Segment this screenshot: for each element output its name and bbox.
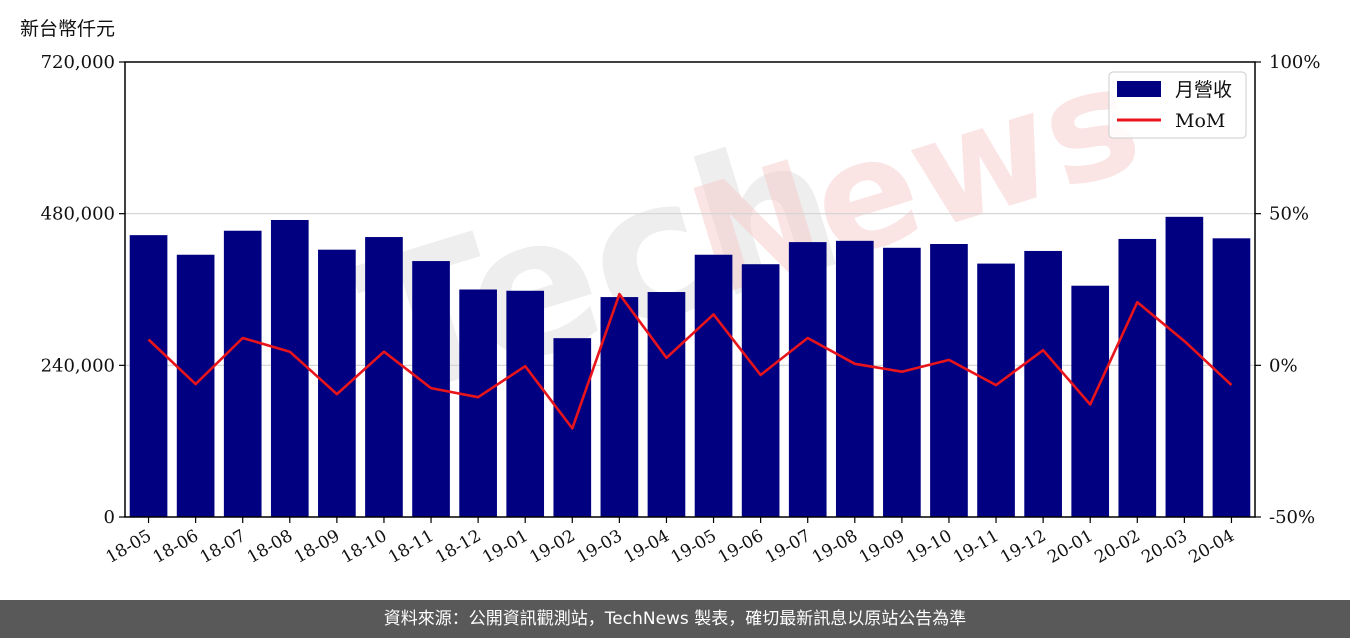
x-tick-label: 18-07 [197, 526, 249, 568]
bar [1024, 250, 1062, 517]
y-right-tick-label: 50% [1269, 204, 1309, 225]
x-tick-label: 20-01 [1044, 526, 1096, 568]
y-right-tick-label: 100% [1269, 52, 1320, 73]
bar [270, 219, 309, 517]
x-tick-label: 18-05 [103, 526, 155, 568]
bar [176, 254, 215, 518]
grid-lines [125, 213, 1255, 366]
y-left-tick-label: 0 [104, 507, 115, 528]
bar [223, 230, 262, 517]
bar [788, 242, 827, 517]
y-right-tick-label: 0% [1269, 355, 1298, 376]
bar [930, 244, 968, 517]
bar [365, 237, 403, 517]
plot-frame [124, 61, 1256, 518]
x-tick-label: 20-04 [1186, 526, 1238, 568]
bar [1118, 238, 1157, 517]
bar [1212, 238, 1251, 517]
axes: 0 240,000 480,000 720,000 -50% 0% 50% 100% 18-05… [41, 52, 1321, 568]
bar [647, 292, 686, 517]
y-left-tick-label: 240,000 [41, 355, 115, 376]
source-footer: 資料來源：公開資訊觀測站，TechNews 製表，確切最新訊息以原站公告為準 [0, 600, 1350, 638]
mom-line-series [147, 292, 1233, 430]
x-tick-label: 19-10 [903, 526, 955, 568]
x-tick-label: 19-02 [526, 526, 578, 568]
x-tick-label: 19-01 [479, 526, 531, 568]
legend-label: MoM [1175, 110, 1225, 132]
x-tick-label: 18-11 [385, 526, 437, 568]
x-tick-label: 18-12 [432, 526, 484, 568]
x-tick-label: 18-06 [150, 526, 202, 568]
y-right-tick-label: -50% [1269, 507, 1315, 528]
bar [883, 247, 921, 517]
mom-line [147, 292, 1233, 430]
y-left-tick-label: 720,000 [41, 52, 115, 73]
x-tick-label: 19-09 [856, 526, 908, 568]
legend: 月營收 MoM [1108, 71, 1247, 139]
bar [977, 263, 1015, 517]
x-tick-label: 19-06 [715, 526, 767, 568]
x-tick-label: 19-05 [668, 526, 720, 568]
bar [506, 290, 545, 517]
y-axis-unit-label: 新台幣仟元 [20, 18, 116, 40]
y-left-tick-label: 480,000 [41, 204, 115, 225]
bar [741, 264, 780, 517]
x-tick-label: 19-04 [621, 526, 673, 568]
x-tick-label: 19-03 [573, 526, 625, 568]
bar [694, 254, 733, 518]
x-tick-label: 18-09 [291, 526, 343, 568]
x-tick-label: 20-02 [1091, 526, 1143, 568]
bar [1165, 216, 1204, 517]
x-tick-label: 19-07 [762, 526, 814, 568]
x-tick-label: 19-08 [809, 526, 861, 568]
bar [1071, 285, 1110, 517]
x-tick-label: 19-11 [950, 526, 1002, 568]
bar [129, 235, 168, 517]
x-tick-label: 18-08 [244, 526, 296, 568]
x-tick-label: 18-10 [338, 526, 390, 568]
x-tick-label: 20-03 [1138, 526, 1190, 568]
legend-label: 月營收 [1175, 79, 1232, 101]
bar-series [129, 216, 1251, 518]
bar [459, 289, 497, 517]
x-tick-label: 19-12 [997, 526, 1049, 568]
legend-swatch-bar [1117, 81, 1161, 97]
bar [835, 240, 874, 517]
revenue-chart: Tech News 0240,000480,000720,000-50%0%50… [41, 31, 1321, 568]
